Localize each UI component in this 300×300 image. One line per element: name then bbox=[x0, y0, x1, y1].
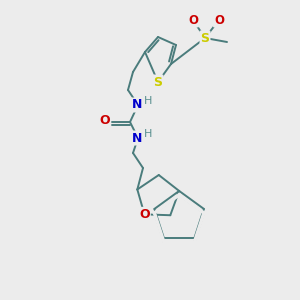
Text: O: O bbox=[214, 14, 224, 26]
Text: N: N bbox=[132, 98, 142, 112]
Text: N: N bbox=[132, 131, 142, 145]
Text: O: O bbox=[188, 14, 198, 26]
Text: O: O bbox=[100, 113, 110, 127]
Text: H: H bbox=[144, 129, 152, 139]
Text: S: S bbox=[154, 76, 163, 88]
Text: O: O bbox=[139, 208, 150, 221]
Text: S: S bbox=[200, 32, 209, 44]
Text: H: H bbox=[144, 96, 152, 106]
